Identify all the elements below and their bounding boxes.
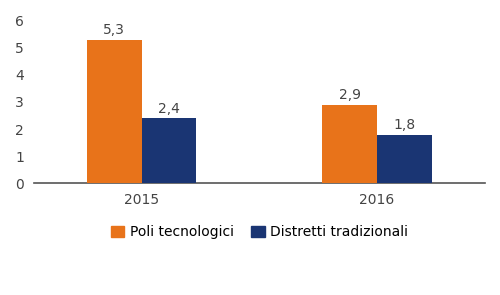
Text: 2,9: 2,9: [338, 88, 360, 102]
Bar: [86, 40, 142, 183]
Text: 1,8: 1,8: [394, 118, 415, 132]
Bar: [322, 105, 377, 183]
Bar: [142, 118, 197, 183]
Bar: [377, 135, 432, 183]
Legend: Poli tecnologici, Distretti tradizionali: Poli tecnologici, Distretti tradizionali: [105, 220, 414, 245]
Text: 5,3: 5,3: [103, 23, 125, 37]
Text: 2,4: 2,4: [158, 102, 180, 116]
